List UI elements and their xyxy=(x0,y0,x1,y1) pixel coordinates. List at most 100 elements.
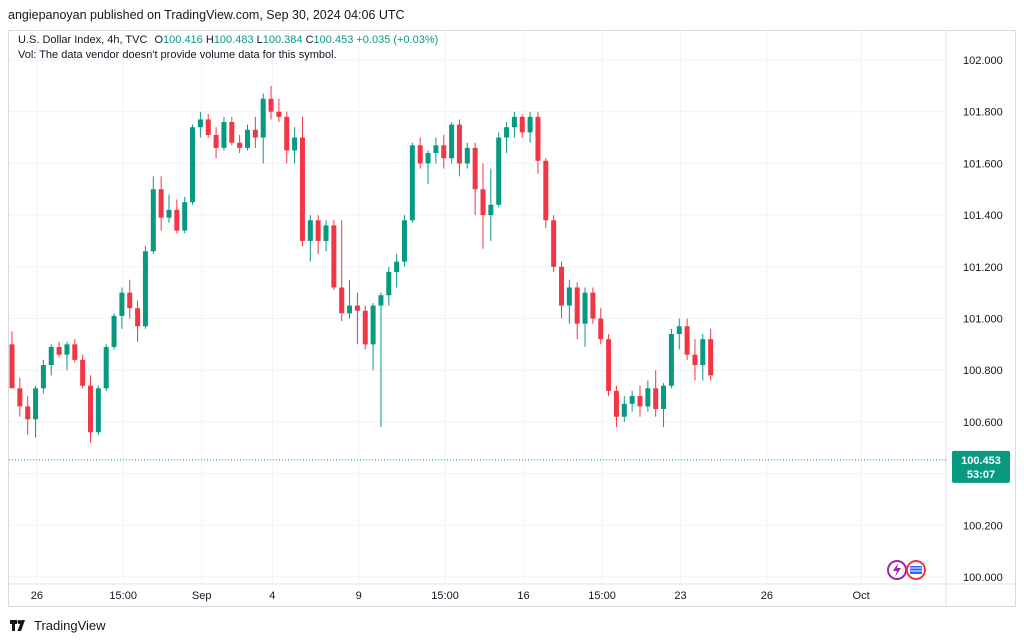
published-text: angiepanoyan published on TradingView.co… xyxy=(8,8,405,22)
candle-down xyxy=(637,396,643,407)
candle-up xyxy=(464,147,470,164)
y-tick-label: 101.000 xyxy=(963,314,1003,326)
candle-up xyxy=(103,346,109,389)
candle-up xyxy=(370,305,376,345)
ohlc-row: U.S. Dollar Index, 4h, TVC O100.416 H100… xyxy=(18,34,439,46)
candle-up xyxy=(661,385,667,409)
chart-legend: U.S. Dollar Index, 4h, TVC O100.416 H100… xyxy=(18,33,438,63)
candle-down xyxy=(653,388,659,409)
candle-up xyxy=(676,326,682,335)
candle-down xyxy=(17,388,23,407)
candle-up xyxy=(182,202,188,231)
candle-down xyxy=(613,390,619,417)
brand-name: TradingView xyxy=(34,617,106,633)
y-tick-label: 102.000 xyxy=(963,55,1003,67)
candle-down xyxy=(519,116,525,133)
candle-down xyxy=(127,292,133,309)
candle-down xyxy=(551,220,557,267)
candle-up xyxy=(40,365,46,389)
price-badge-countdown: 53:07 xyxy=(967,469,995,481)
y-tick-label: 101.400 xyxy=(963,210,1003,222)
candle-down xyxy=(276,111,282,117)
candle-up xyxy=(488,204,494,216)
footer-brand[interactable]: TradingView xyxy=(10,614,106,636)
candle-up xyxy=(378,295,384,306)
candle-up xyxy=(449,124,455,159)
candle-up xyxy=(621,403,627,417)
candle-down xyxy=(72,344,78,360)
candle-up xyxy=(347,305,353,314)
candle-up xyxy=(582,292,588,324)
candle-down xyxy=(229,122,235,143)
candle-down xyxy=(708,339,714,376)
candle-down xyxy=(284,116,290,151)
candle-down xyxy=(590,292,596,319)
y-tick-label: 101.200 xyxy=(963,262,1003,274)
x-tick-label: 15:00 xyxy=(431,590,459,602)
candle-up xyxy=(402,220,407,262)
candle-up xyxy=(48,346,54,366)
candle-up xyxy=(323,225,329,241)
candle-down xyxy=(331,225,337,288)
low-value: 100.384 xyxy=(262,34,303,46)
candle-up xyxy=(645,388,651,407)
candle-down xyxy=(480,189,486,216)
y-tick-label: 100.800 xyxy=(963,365,1003,377)
volume-note: Vol: The data vendor doesn't provide vol… xyxy=(18,49,337,61)
candle-up xyxy=(629,396,635,404)
us-flag-icon xyxy=(910,566,922,574)
x-tick-label: 15:00 xyxy=(109,590,137,602)
candle-down xyxy=(362,310,368,345)
candle-up xyxy=(394,261,400,272)
candle-up xyxy=(386,271,392,296)
candle-down xyxy=(441,145,447,159)
candle-down xyxy=(213,134,219,148)
x-tick-label: 26 xyxy=(761,590,773,602)
candle-down xyxy=(574,287,580,324)
candle-up xyxy=(33,388,39,420)
candle-down xyxy=(252,129,258,138)
price-badge-value: 100.453 xyxy=(961,455,1001,467)
candle-down xyxy=(456,124,462,164)
candle-down xyxy=(174,209,180,231)
chart-frame[interactable] xyxy=(8,30,1016,607)
candle-down xyxy=(80,359,86,386)
candle-down xyxy=(339,287,345,314)
x-tick-label: 26 xyxy=(31,590,43,602)
candle-up xyxy=(566,287,572,306)
candle-down xyxy=(472,147,478,190)
y-tick-label: 100.000 xyxy=(963,572,1003,584)
candle-up xyxy=(197,119,203,128)
x-tick-label: 15:00 xyxy=(588,590,616,602)
candle-up xyxy=(307,220,313,241)
candle-down xyxy=(354,305,360,311)
x-tick-label: 16 xyxy=(517,590,529,602)
candle-down xyxy=(158,189,164,218)
candle-up xyxy=(292,137,298,151)
published-header: angiepanoyan published on TradingView.co… xyxy=(0,0,1024,30)
candle-down xyxy=(606,339,612,391)
close-value: 100.453 xyxy=(313,34,354,46)
candle-down xyxy=(88,385,93,433)
x-tick-label: 4 xyxy=(269,590,275,602)
candle-up xyxy=(496,137,502,205)
high-value: 100.483 xyxy=(213,34,254,46)
candle-up xyxy=(119,292,125,316)
candle-up xyxy=(409,145,415,221)
candle-up xyxy=(527,116,533,133)
candle-up xyxy=(260,98,266,138)
y-tick-label: 100.600 xyxy=(963,417,1003,429)
candle-down xyxy=(315,220,321,241)
candle-up xyxy=(64,344,70,355)
candle-down xyxy=(543,160,549,221)
candle-up xyxy=(433,145,439,154)
candle-down xyxy=(268,98,274,112)
candle-down xyxy=(205,119,211,135)
y-tick-label: 100.200 xyxy=(963,520,1003,532)
x-tick-label: Sep xyxy=(192,590,212,602)
candle-down xyxy=(56,346,62,355)
candle-up xyxy=(221,122,227,148)
lightning-icon xyxy=(893,563,901,577)
symbol-label[interactable]: U.S. Dollar Index, 4h, TVC xyxy=(18,34,148,46)
